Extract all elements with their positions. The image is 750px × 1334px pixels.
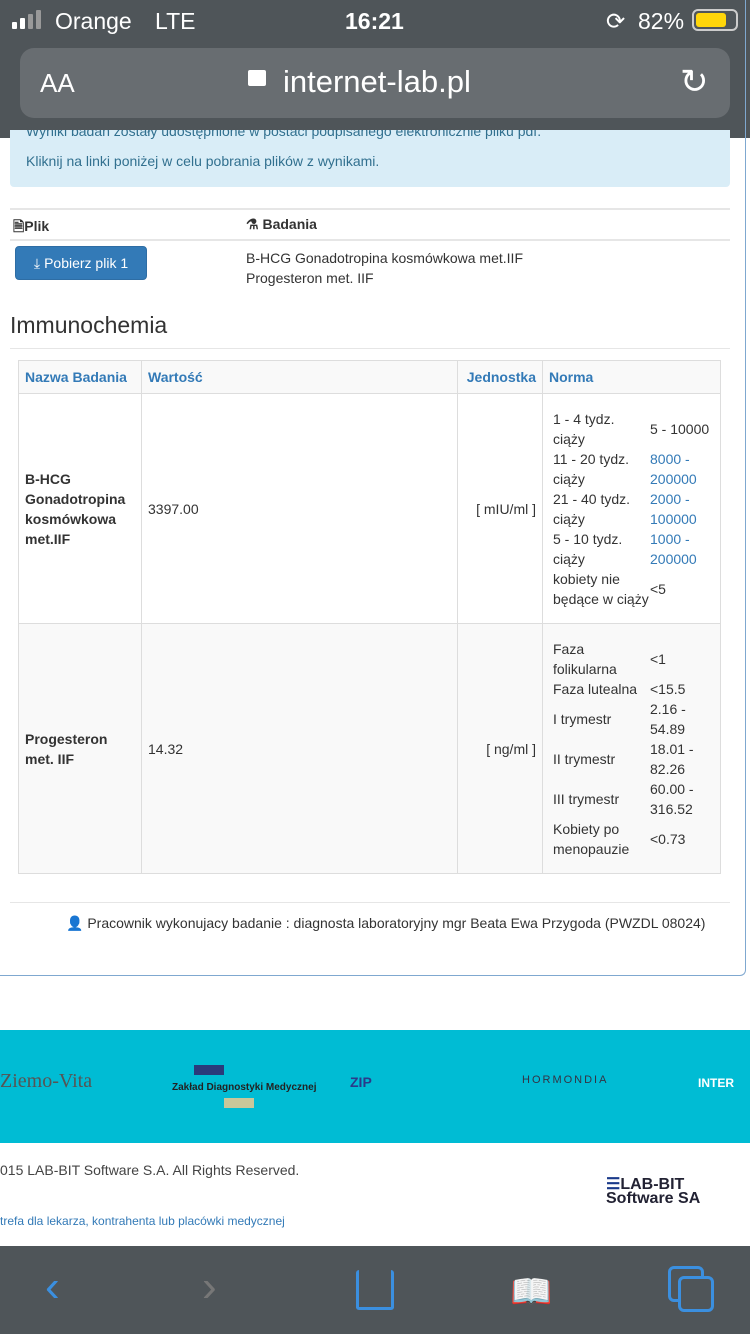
performer-info: 👤 Pracownik wykonujacy badanie : diagnos… — [66, 915, 706, 931]
norm-label: Faza folikularna — [553, 640, 617, 677]
carrier: Orange — [55, 8, 132, 34]
time: 16:21 — [345, 8, 404, 34]
test-item: B-HCG Gonadotropina kosmówkowa met.IIF — [246, 250, 523, 266]
norm-label: Kobiety po menopauzie — [553, 820, 630, 857]
tests-column-header: ⚗ Badania — [246, 216, 317, 232]
info-alert: Wyniki badań zostały udostępnione w post… — [10, 130, 730, 187]
partner-logos: Ziemo-Vita Zakład Diagnostyki Medycznej … — [0, 1030, 750, 1143]
norm-label: I trymestr — [553, 710, 612, 727]
norm-label: 11 - 20 tydz. ciąży — [553, 450, 630, 487]
flask-icon: ⚗ — [246, 216, 263, 232]
download-file-button[interactable]: ⤓ Pobierz plik 1 — [15, 246, 147, 280]
test-unit: [ ng/ml ] — [457, 623, 543, 874]
norm-range: 8000 - 200000 — [650, 450, 697, 487]
partner-logo[interactable]: ZIP — [350, 1074, 372, 1090]
test-value: 3397.00 — [141, 393, 458, 624]
share-icon[interactable] — [356, 1270, 394, 1310]
file-column-header: 🗎Plik — [13, 218, 50, 234]
bookmarks-icon[interactable]: 📖 — [510, 1273, 553, 1311]
address-bar[interactable]: AA internet-lab.pl ↻ — [20, 48, 730, 118]
alert-line-2: Kliknij na linki poniżej w celu pobrania… — [26, 153, 380, 169]
norm-label: II trymestr — [553, 750, 616, 767]
tests-list: B-HCG Gonadotropina kosmówkowa met.IIF P… — [246, 248, 523, 288]
partner-logo[interactable]: INTER — [698, 1076, 734, 1090]
test-value: 14.32 — [141, 623, 458, 874]
norm-label: 21 - 40 tydz. ciąży — [553, 490, 631, 527]
partner-logo[interactable]: Zakład Diagnostyki Medycznej — [172, 1082, 317, 1093]
test-norm: Faza folikularna <1 Faza lutealna <15.5 I tr… — [542, 623, 721, 874]
norm-range: <1 — [650, 650, 666, 667]
norm-range: 2.16 - 54.89 — [650, 700, 686, 737]
results-table: Nazwa Badania Wartość Jednostka Norma B-… — [18, 360, 721, 874]
network: LTE — [155, 8, 196, 34]
test-item: Progesteron met. IIF — [246, 270, 374, 286]
test-unit: [ mIU/ml ] — [457, 393, 543, 624]
alert-line-1: Wyniki badań zostały udostępnione w post… — [26, 130, 542, 139]
norm-range: 2000 - 100000 — [650, 490, 697, 527]
header-value[interactable]: Wartość — [141, 360, 458, 394]
partner-logo[interactable]: HORMONDIA — [522, 1074, 609, 1086]
test-name: Progesteron met. IIF — [18, 623, 142, 874]
table-row: Progesteron met. IIF 14.32 [ ng/ml ] Faz… — [18, 623, 721, 874]
norm-label: 1 - 4 tydz. ciąży — [553, 410, 615, 447]
header-norm[interactable]: Norma — [542, 360, 721, 394]
browser-chrome: Orange LTE 16:21 ⟳ 82% AA internet-lab.p… — [0, 0, 750, 138]
reload-icon[interactable]: ↻ — [680, 63, 709, 101]
pdf-file-icon: 🗎 — [13, 218, 25, 234]
lock-icon — [248, 70, 266, 86]
norm-range: 5 - 10000 — [650, 420, 710, 437]
section-title: Immunochemia — [10, 312, 168, 338]
header-name[interactable]: Nazwa Badania — [18, 360, 142, 394]
status-bar: Orange LTE 16:21 ⟳ 82% — [0, 0, 750, 40]
labbit-logo: ☰LAB-BIT Software SA — [606, 1176, 701, 1207]
norm-label: Faza lutealna — [553, 680, 638, 697]
user-icon: 👤 — [66, 915, 84, 931]
table-header-row: Nazwa Badania Wartość Jednostka Norma — [18, 360, 721, 394]
norm-label: kobiety nie będące w ciąży — [553, 570, 649, 607]
rotation-lock-icon: ⟳ — [606, 8, 626, 34]
norm-label: 5 - 10 tydz. ciąży — [553, 530, 623, 567]
norm-range: 1000 - 200000 — [650, 530, 697, 567]
browser-toolbar: ‹ › 📖 — [0, 1246, 750, 1334]
norm-range: <0.73 — [650, 830, 686, 847]
url-text[interactable]: internet-lab.pl — [283, 64, 471, 99]
norm-range: <15.5 — [650, 680, 686, 697]
norm-range: 60.00 - 316.52 — [650, 780, 694, 817]
header-unit[interactable]: Jednostka — [457, 360, 543, 394]
download-icon: ⤓ — [33, 254, 41, 271]
norm-label: III trymestr — [553, 790, 620, 807]
table-row: B-HCG Gonadotropina kosmówkowa met.IIF 3… — [18, 393, 721, 624]
professional-zone-link[interactable]: trefa dla lekarza, kontrahenta lub placó… — [0, 1214, 285, 1228]
back-icon[interactable]: ‹ — [45, 1262, 60, 1311]
norm-range: 18.01 - 82.26 — [650, 740, 694, 777]
partner-logo[interactable]: Ziemo-Vita — [0, 1070, 93, 1092]
battery-icon — [692, 9, 738, 31]
norm-range: <5 — [650, 580, 666, 597]
copyright: 015 LAB-BIT Software S.A. All Rights Res… — [0, 1162, 300, 1178]
text-size-button[interactable]: AA — [40, 68, 75, 98]
battery-percent: 82% — [638, 8, 685, 34]
signal-icon — [12, 10, 41, 29]
forward-icon[interactable]: › — [202, 1262, 217, 1311]
test-name: B-HCG Gonadotropina kosmówkowa met.IIF — [18, 393, 142, 624]
test-norm: 1 - 4 tydz. ciąży 5 - 10000 11 - 20 tydz. … — [542, 393, 721, 624]
